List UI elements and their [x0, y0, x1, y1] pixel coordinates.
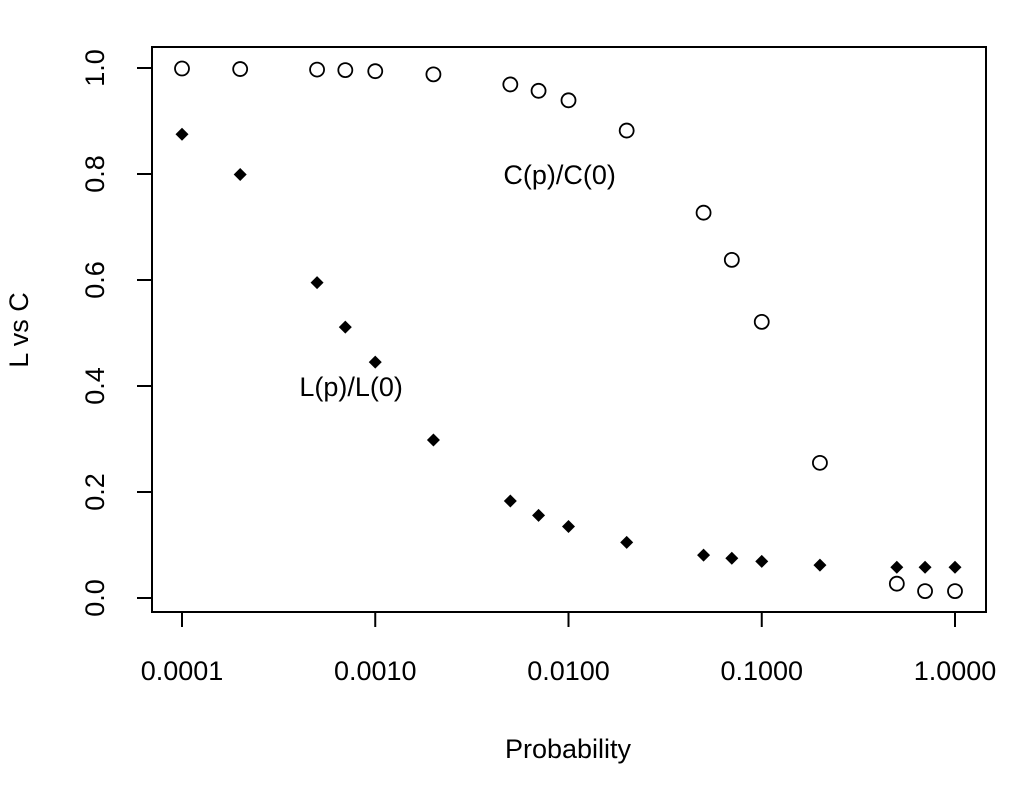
data-point-diamond [532, 508, 546, 522]
y-axis-title: L vs C [4, 292, 34, 368]
data-points [174, 60, 963, 600]
data-point-circle [367, 63, 384, 80]
data-point-diamond [562, 519, 575, 533]
data-point-circle [812, 454, 828, 471]
data-point-diamond [310, 276, 324, 290]
series-0 [174, 60, 963, 600]
y-tick-label: 0.4 [80, 367, 110, 405]
data-point-circle [530, 82, 547, 99]
data-point-circle [723, 251, 740, 268]
data-point-diamond [725, 551, 739, 565]
data-point-circle [232, 61, 249, 77]
x-tick-label: 0.0010 [334, 656, 417, 686]
data-point-diamond [813, 558, 827, 572]
x-tick-label: 0.1000 [720, 656, 803, 686]
x-tick-label: 0.0001 [141, 656, 224, 686]
data-point-circle [174, 60, 190, 77]
annotations: C(p)/C(0) L(p)/L(0) [299, 160, 616, 402]
data-point-diamond [755, 554, 769, 568]
data-point-circle [560, 92, 577, 109]
data-point-diamond [503, 494, 517, 508]
data-point-circle [618, 122, 635, 139]
data-point-diamond [426, 433, 440, 447]
y-tick-label: 0.2 [80, 473, 110, 511]
data-point-diamond [175, 127, 189, 141]
data-point-diamond [338, 320, 352, 334]
data-point-circle [337, 62, 354, 79]
y-tick-label: 1.0 [80, 49, 110, 87]
data-point-diamond [918, 560, 932, 574]
annotation-label: C(p)/C(0) [503, 160, 616, 190]
x-axis-title: Probability [505, 734, 632, 764]
data-point-circle [502, 76, 519, 93]
data-point-diamond [697, 548, 711, 562]
x-tick-label: 0.0100 [527, 656, 610, 686]
x-axis: 0.0001 0.0010 0.0100 0.1000 1.0000 [141, 611, 997, 686]
y-tick-label: 0.6 [80, 261, 110, 299]
series-1 [175, 127, 962, 574]
data-point-circle [947, 583, 963, 600]
data-point-circle [309, 61, 325, 78]
data-point-circle [695, 204, 712, 221]
data-point-diamond [368, 355, 382, 369]
data-point-circle [425, 66, 442, 83]
y-axis: 0.0 0.2 0.4 0.6 0.8 1.0 [80, 49, 153, 617]
data-point-diamond [890, 560, 904, 574]
data-point-circle [917, 583, 933, 600]
y-tick-label: 0.8 [80, 155, 110, 193]
y-tick-label: 0.0 [80, 579, 110, 617]
data-point-circle [888, 575, 905, 592]
data-point-circle [753, 313, 770, 330]
data-point-diamond [620, 535, 634, 549]
data-point-diamond [948, 560, 962, 574]
annotation-label: L(p)/L(0) [299, 372, 403, 402]
data-point-diamond [233, 168, 247, 182]
x-tick-label: 1.0000 [914, 656, 997, 686]
